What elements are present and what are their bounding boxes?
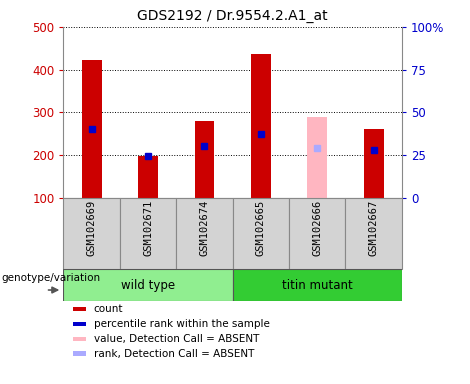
Bar xyxy=(63,198,120,269)
Bar xyxy=(307,117,327,198)
Text: GSM102671: GSM102671 xyxy=(143,200,153,256)
Bar xyxy=(364,129,384,198)
Text: GSM102666: GSM102666 xyxy=(312,200,322,256)
Bar xyxy=(345,198,402,269)
Text: GSM102669: GSM102669 xyxy=(86,200,97,256)
Text: GSM102667: GSM102667 xyxy=(368,200,379,256)
Bar xyxy=(82,60,102,198)
Bar xyxy=(63,269,233,301)
Text: genotype/variation: genotype/variation xyxy=(1,273,101,283)
Bar xyxy=(73,307,86,311)
Title: GDS2192 / Dr.9554.2.A1_at: GDS2192 / Dr.9554.2.A1_at xyxy=(137,9,328,23)
Bar xyxy=(73,351,86,356)
Bar xyxy=(251,54,271,198)
Text: count: count xyxy=(94,304,123,314)
Text: rank, Detection Call = ABSENT: rank, Detection Call = ABSENT xyxy=(94,349,254,359)
Bar xyxy=(176,198,233,269)
Bar xyxy=(289,198,345,269)
Text: percentile rank within the sample: percentile rank within the sample xyxy=(94,319,270,329)
Text: GSM102674: GSM102674 xyxy=(199,200,210,256)
Bar xyxy=(138,156,158,198)
Bar xyxy=(233,269,402,301)
Bar xyxy=(195,121,214,198)
Text: value, Detection Call = ABSENT: value, Detection Call = ABSENT xyxy=(94,334,259,344)
Bar xyxy=(120,198,176,269)
Text: titin mutant: titin mutant xyxy=(282,279,352,291)
Bar xyxy=(233,198,289,269)
Bar xyxy=(73,336,86,341)
Text: GSM102665: GSM102665 xyxy=(256,200,266,256)
Bar xyxy=(73,322,86,326)
Text: wild type: wild type xyxy=(121,279,175,291)
